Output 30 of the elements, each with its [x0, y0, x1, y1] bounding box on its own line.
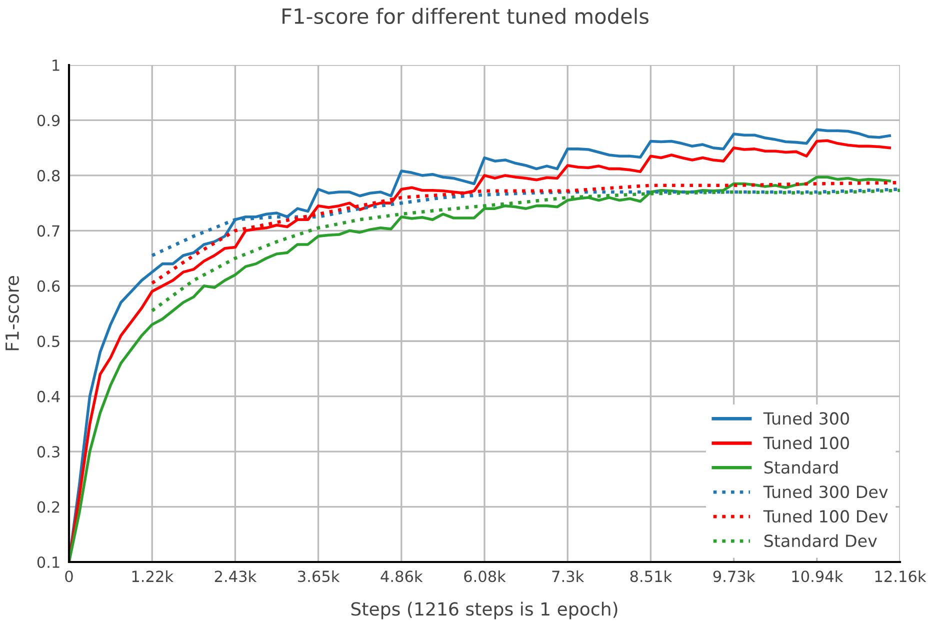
x-tick-label: 0: [65, 570, 73, 582]
y-tick-label: 1: [52, 60, 60, 71]
y-tick-label: 0.3: [37, 446, 60, 458]
x-tick-label: 1.22k: [132, 570, 174, 582]
y-tick-label: 0.6: [37, 280, 60, 292]
legend-label: Standard: [764, 460, 838, 474]
y-tick-label: 0.7: [37, 225, 60, 237]
chart-title: F1-score for different tuned models: [282, 8, 648, 24]
legend-label: Tuned 100 Dev: [763, 510, 888, 523]
x-tick-label: 3.65k: [298, 570, 340, 582]
x-tick-label: 9.73k: [713, 570, 756, 582]
y-tick-label: 0.4: [37, 390, 60, 402]
x-tick-label: 7.3k: [552, 570, 584, 582]
legend-label: Tuned 300: [763, 412, 849, 425]
x-tick-label: 4.86k: [380, 570, 423, 582]
x-axis-title: Steps (1216 steps is 1 epoch): [351, 602, 618, 620]
x-tick-label: 6.08k: [464, 570, 506, 582]
x-tick-label: 10.94k: [792, 570, 844, 582]
legend-label: Standard Dev: [764, 534, 877, 548]
legend-label: Tuned 100: [763, 436, 849, 450]
y-tick-label: 0.9: [37, 114, 60, 126]
y-tick-label: 0.5: [37, 336, 60, 348]
y-axis-title: F1-score: [6, 276, 19, 350]
x-tick-label: 8.51k: [630, 570, 672, 582]
x-tick-label: 2.43k: [214, 570, 257, 582]
y-tick-label: 0.8: [37, 170, 60, 182]
y-tick-label: 0.1: [37, 556, 60, 568]
y-tick-label: 0.2: [37, 501, 60, 513]
legend-label: Tuned 300 Dev: [763, 485, 888, 498]
x-tick-label: 12.16k: [875, 570, 926, 582]
